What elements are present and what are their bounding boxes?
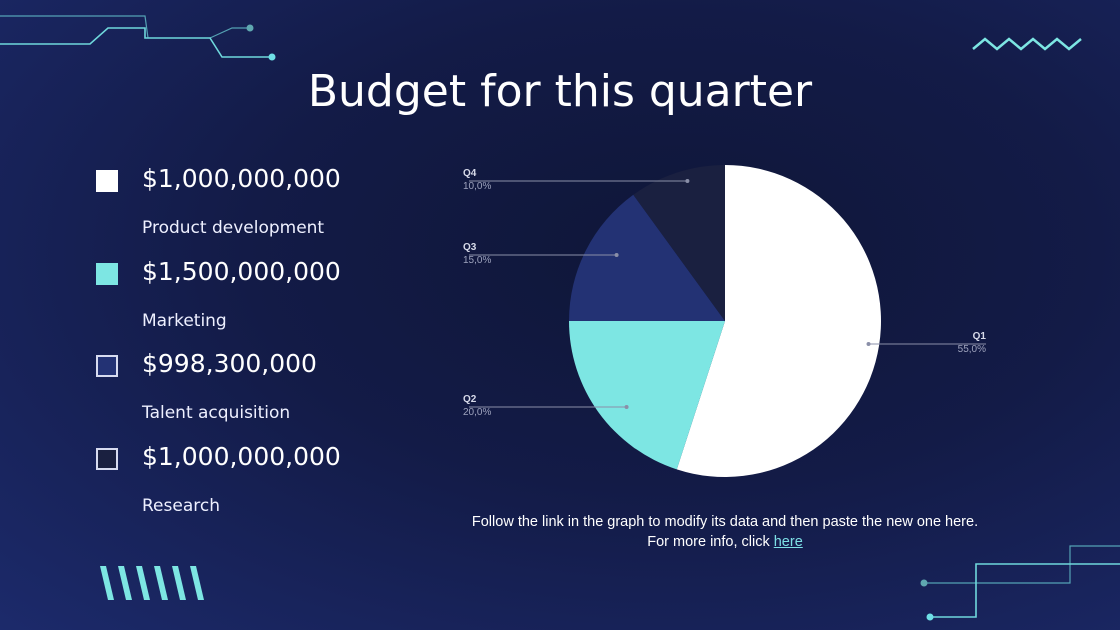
slice-value-label: 20,0% — [463, 407, 491, 418]
legend-item-research: $1,000,000,000 Research — [96, 442, 396, 528]
leader-dot-q1 — [866, 342, 871, 346]
footnote: Follow the link in the graph to modify i… — [440, 512, 1010, 552]
slice-name-label: Q2 — [463, 394, 477, 405]
slice-name-label: Q1 — [973, 331, 987, 342]
legend-amount: $1,000,000,000 — [142, 164, 341, 193]
legend-swatch — [96, 355, 118, 377]
pie-chart[interactable]: Q1 55,0% Q2 20,0% Q3 15,0% Q4 10,0% — [440, 150, 1020, 490]
legend-label: Product development — [142, 218, 325, 238]
legend-label: Research — [142, 496, 220, 516]
legend-swatch — [96, 448, 118, 470]
leader-dot-q2 — [624, 405, 629, 409]
stripes-decoration — [100, 566, 204, 600]
legend-amount: $1,000,000,000 — [142, 442, 341, 471]
circuit-decoration-bottom-right — [920, 545, 1120, 621]
slice-value-label: 10,0% — [463, 181, 491, 192]
slice-value-label: 15,0% — [463, 255, 491, 266]
circuit-decoration-top-left — [0, 15, 276, 61]
footnote-prefix: For more info, click — [647, 534, 774, 550]
leader-dot-q3 — [614, 253, 619, 257]
legend-amount: $998,300,000 — [142, 349, 317, 378]
footnote-line-1: Follow the link in the graph to modify i… — [471, 514, 979, 530]
legend-amount: $1,500,000,000 — [142, 257, 341, 286]
slide-title: Budget for this quarter — [307, 66, 813, 117]
legend-label: Talent acquisition — [142, 403, 291, 423]
legend-swatch — [96, 263, 118, 285]
zigzag-decoration — [972, 37, 1082, 51]
legend-swatch — [96, 170, 118, 192]
pie-slice-q3[interactable] — [569, 194, 725, 321]
pie-slice-q1[interactable] — [676, 165, 882, 477]
legend-item-product-development: $1,000,000,000 Product development — [96, 164, 396, 250]
slice-value-label: 55,0% — [958, 344, 986, 355]
legend-item-talent-acquisition: $998,300,000 Talent acquisition — [96, 349, 396, 435]
footnote-line-2: For more info, click here — [440, 532, 1010, 552]
pie-slice-q2[interactable] — [569, 321, 725, 470]
pie-slice-q4[interactable] — [633, 165, 725, 321]
leader-dot-q4 — [685, 179, 690, 183]
info-link[interactable]: here — [773, 534, 803, 550]
slice-name-label: Q4 — [463, 168, 477, 179]
legend-item-marketing: $1,500,000,000 Marketing — [96, 257, 396, 343]
legend-label: Marketing — [142, 311, 227, 331]
slice-name-label: Q3 — [463, 242, 477, 253]
